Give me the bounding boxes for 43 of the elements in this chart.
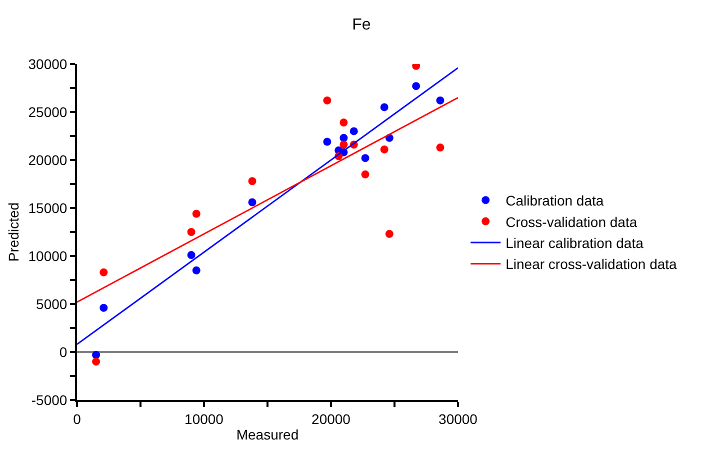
y-tick-label: 30000 [28,56,68,72]
point [340,134,348,142]
y-tick-label: 10000 [28,248,68,264]
point [192,266,200,274]
y-tick-label: 0 [59,344,68,360]
point [323,96,332,104]
y-tick-label: 25000 [28,104,68,120]
point [92,358,100,366]
point [340,118,348,127]
x-tick-label: 20000 [312,410,351,427]
x-axis-title: Measured [236,426,299,443]
y-axis-title: Predicted [5,202,22,262]
point [248,177,256,186]
point [436,96,444,104]
y-tick-label: 15000 [28,200,68,216]
x-tick-label: 30000 [438,410,478,427]
point [340,140,348,149]
point [436,144,444,152]
y-tick-label: 20000 [28,152,68,168]
point [412,82,420,90]
x-tick-label: 0 [73,410,82,427]
point [361,154,370,162]
point [187,251,196,260]
x-tick-label: 10000 [184,410,224,427]
point [385,230,394,238]
y-tick-label: 5000 [36,296,68,312]
point [361,170,370,178]
point [92,350,100,359]
point [192,210,200,218]
point [100,268,108,276]
point [380,103,388,112]
point [380,145,388,154]
legend-label: Linear calibration data [506,234,644,251]
point [323,138,332,146]
point [350,127,358,136]
legend-label: Cross-validation data [506,214,638,230]
chart-title: Fe [352,16,371,34]
point [248,198,256,206]
legend-label: Calibration data [506,192,604,209]
point [187,228,196,236]
point [100,304,108,312]
y-tick-label: -5000 [31,392,68,408]
legend-label: Linear cross-validation data [506,256,678,272]
